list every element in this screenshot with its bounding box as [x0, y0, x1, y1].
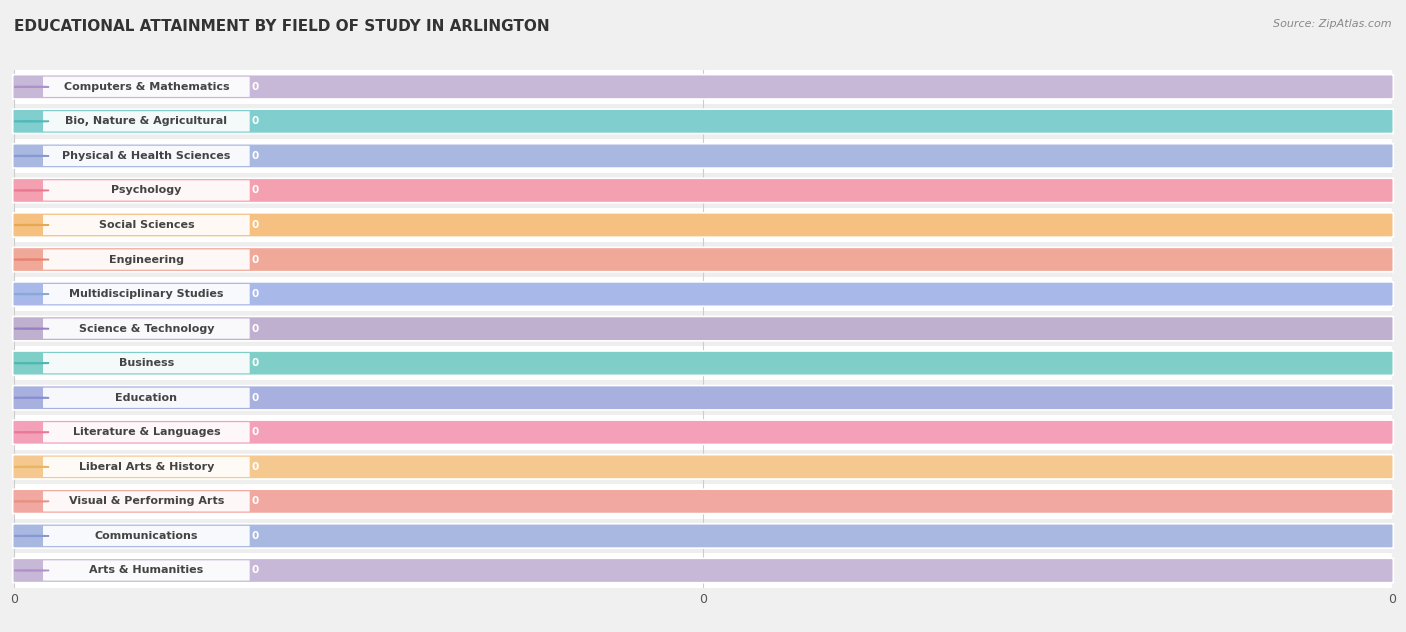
FancyBboxPatch shape [44, 457, 250, 477]
FancyBboxPatch shape [44, 250, 250, 270]
FancyBboxPatch shape [13, 386, 1393, 410]
Text: Physical & Health Sciences: Physical & Health Sciences [62, 151, 231, 161]
Text: 0: 0 [252, 255, 259, 265]
Text: Psychology: Psychology [111, 185, 181, 195]
Text: Arts & Humanities: Arts & Humanities [89, 566, 204, 576]
Text: 0: 0 [252, 462, 259, 472]
Text: Engineering: Engineering [108, 255, 184, 265]
Text: Science & Technology: Science & Technology [79, 324, 214, 334]
FancyBboxPatch shape [44, 422, 250, 442]
Bar [14, 415, 1392, 449]
Text: 0: 0 [252, 358, 259, 368]
Text: 0: 0 [252, 220, 259, 230]
Bar [14, 70, 1392, 104]
Text: 0: 0 [252, 531, 259, 541]
FancyBboxPatch shape [44, 76, 250, 97]
Circle shape [10, 501, 49, 502]
FancyBboxPatch shape [13, 213, 1393, 237]
FancyBboxPatch shape [13, 178, 1393, 203]
Text: 0: 0 [252, 324, 259, 334]
Circle shape [10, 570, 49, 571]
Text: Visual & Performing Arts: Visual & Performing Arts [69, 496, 224, 506]
FancyBboxPatch shape [44, 146, 250, 166]
FancyBboxPatch shape [13, 489, 1393, 514]
Bar [14, 208, 1392, 242]
Circle shape [10, 432, 49, 433]
FancyBboxPatch shape [44, 319, 250, 339]
Text: Education: Education [115, 392, 177, 403]
Text: Multidisciplinary Studies: Multidisciplinary Studies [69, 289, 224, 299]
Text: Computers & Mathematics: Computers & Mathematics [63, 82, 229, 92]
Bar [14, 104, 1392, 138]
Text: 0: 0 [252, 427, 259, 437]
Text: 0: 0 [252, 566, 259, 576]
Text: 0: 0 [252, 289, 259, 299]
Bar [14, 312, 1392, 346]
Bar [14, 380, 1392, 415]
Bar [14, 173, 1392, 208]
Text: 0: 0 [252, 185, 259, 195]
Circle shape [10, 121, 49, 122]
FancyBboxPatch shape [44, 111, 250, 131]
FancyBboxPatch shape [13, 143, 1393, 168]
Circle shape [10, 224, 49, 226]
Text: 0: 0 [252, 151, 259, 161]
FancyBboxPatch shape [13, 247, 1393, 272]
Text: Source: ZipAtlas.com: Source: ZipAtlas.com [1274, 19, 1392, 29]
Text: Communications: Communications [94, 531, 198, 541]
FancyBboxPatch shape [44, 284, 250, 304]
FancyBboxPatch shape [44, 561, 250, 581]
FancyBboxPatch shape [13, 351, 1393, 375]
Circle shape [10, 155, 49, 156]
FancyBboxPatch shape [44, 526, 250, 546]
Bar [14, 449, 1392, 484]
FancyBboxPatch shape [13, 317, 1393, 341]
FancyBboxPatch shape [13, 420, 1393, 444]
Circle shape [10, 190, 49, 191]
Bar [14, 553, 1392, 588]
Circle shape [10, 535, 49, 537]
Circle shape [10, 466, 49, 467]
Text: 0: 0 [252, 392, 259, 403]
Text: 0: 0 [252, 496, 259, 506]
Text: EDUCATIONAL ATTAINMENT BY FIELD OF STUDY IN ARLINGTON: EDUCATIONAL ATTAINMENT BY FIELD OF STUDY… [14, 19, 550, 34]
Text: Social Sciences: Social Sciences [98, 220, 194, 230]
Text: Literature & Languages: Literature & Languages [73, 427, 221, 437]
Bar [14, 138, 1392, 173]
FancyBboxPatch shape [13, 109, 1393, 133]
Text: 0: 0 [252, 116, 259, 126]
Text: Bio, Nature & Agricultural: Bio, Nature & Agricultural [65, 116, 228, 126]
Bar [14, 242, 1392, 277]
Circle shape [10, 294, 49, 295]
FancyBboxPatch shape [13, 454, 1393, 479]
Circle shape [10, 259, 49, 260]
Text: Business: Business [118, 358, 174, 368]
FancyBboxPatch shape [44, 353, 250, 374]
FancyBboxPatch shape [13, 75, 1393, 99]
FancyBboxPatch shape [44, 491, 250, 511]
FancyBboxPatch shape [13, 558, 1393, 583]
Text: Liberal Arts & History: Liberal Arts & History [79, 462, 214, 472]
Bar [14, 346, 1392, 380]
FancyBboxPatch shape [44, 215, 250, 235]
FancyBboxPatch shape [44, 180, 250, 200]
Bar [14, 484, 1392, 519]
FancyBboxPatch shape [44, 387, 250, 408]
Circle shape [10, 328, 49, 329]
Text: 0: 0 [252, 82, 259, 92]
Bar [14, 519, 1392, 553]
FancyBboxPatch shape [13, 282, 1393, 307]
FancyBboxPatch shape [13, 524, 1393, 548]
Bar [14, 277, 1392, 312]
